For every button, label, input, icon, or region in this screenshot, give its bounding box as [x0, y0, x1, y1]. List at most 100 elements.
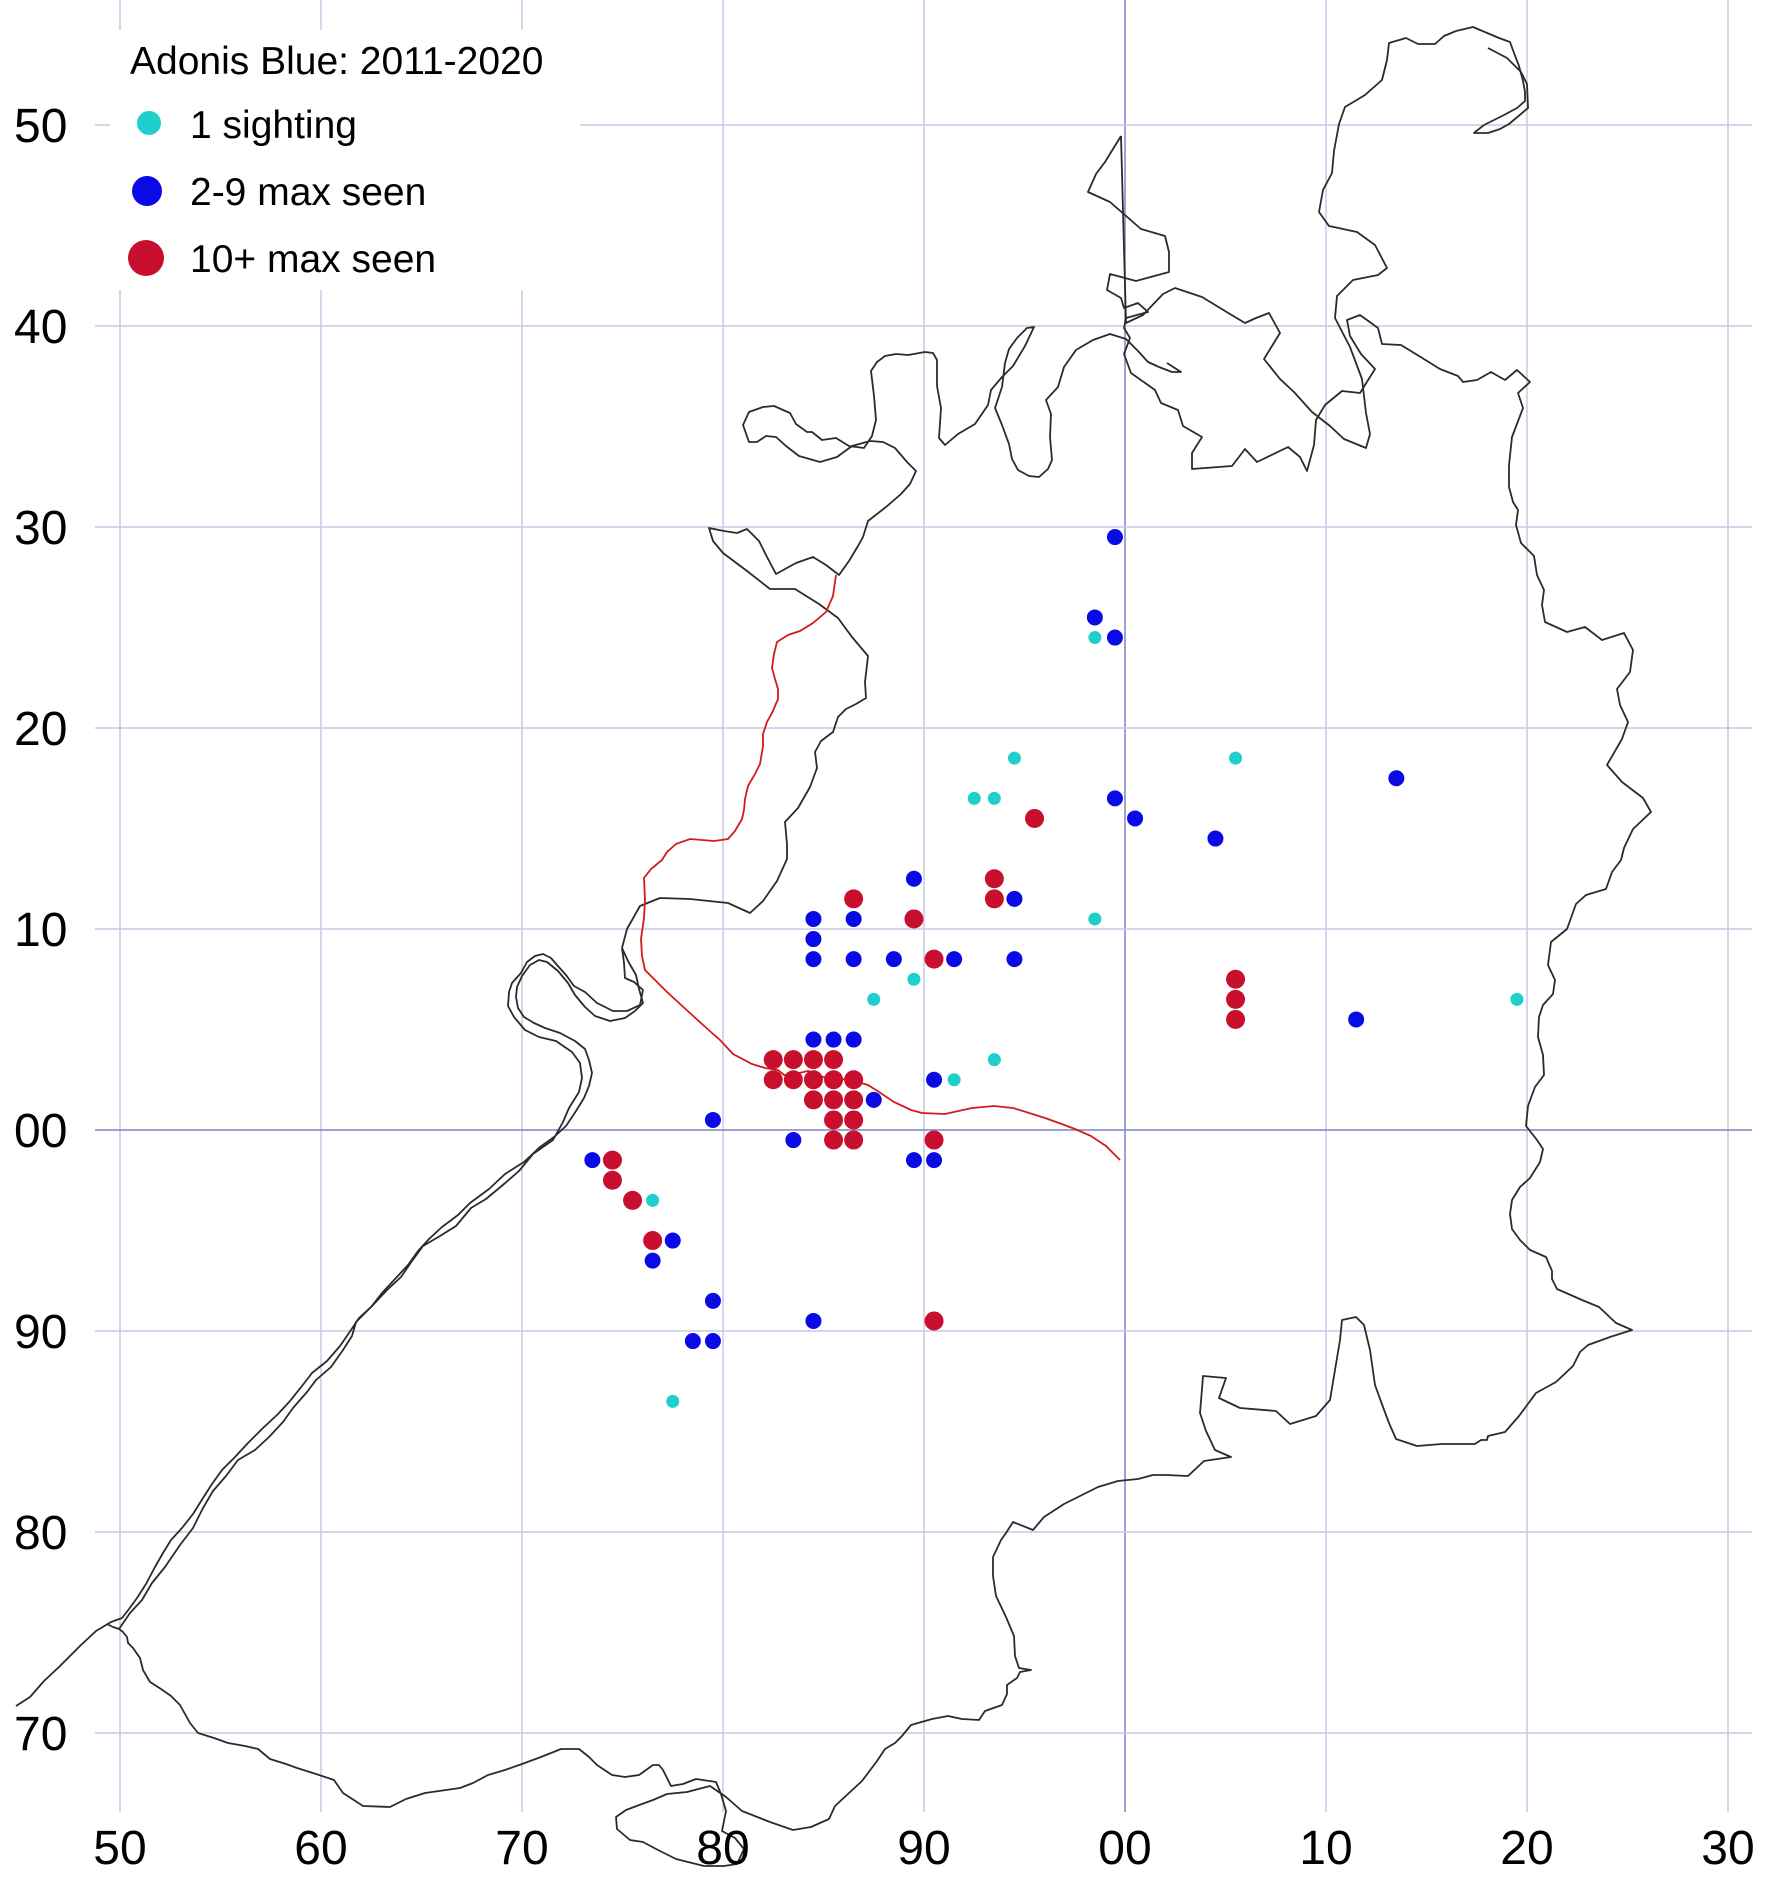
sighting-point-10-max-seen: [824, 1110, 844, 1130]
sighting-point-2-9-max-seen: [885, 951, 902, 968]
grid-lines: [95, 0, 1752, 1812]
sighting-point-1-sighting: [1007, 751, 1021, 765]
sighting-points: [584, 529, 1524, 1408]
sighting-point-2-9-max-seen: [805, 951, 822, 968]
sighting-point-10-max-seen: [824, 1090, 844, 1110]
x-tick-label: 70: [495, 1822, 548, 1875]
sighting-point-2-9-max-seen: [644, 1252, 661, 1269]
sighting-point-2-9-max-seen: [845, 1031, 862, 1048]
sighting-point-2-9-max-seen: [805, 931, 822, 948]
legend-title: Adonis Blue: 2011-2020: [130, 40, 543, 83]
sighting-point-1-sighting: [646, 1193, 660, 1207]
legend-label-1-sighting: 1 sighting: [190, 104, 357, 147]
outline-east-coast: [1455, 26, 1529, 134]
sighting-point-10-max-seen: [844, 1070, 864, 1090]
sighting-point-2-9-max-seen: [704, 1292, 721, 1309]
sighting-point-2-9-max-seen: [805, 1031, 822, 1048]
sighting-point-2-9-max-seen: [1106, 629, 1123, 646]
sighting-point-10-max-seen: [803, 1070, 823, 1090]
sighting-point-2-9-max-seen: [926, 1152, 943, 1169]
sighting-point-1-sighting: [987, 791, 1001, 805]
sighting-point-1-sighting: [1088, 912, 1102, 926]
y-tick-label: 00: [14, 1105, 67, 1158]
sighting-point-10-max-seen: [803, 1090, 823, 1110]
y-tick-label: 10: [14, 904, 67, 957]
y-axis-labels: 50 40 30 20 10 00 90 80 70: [14, 100, 67, 1761]
outline-north-west: [621, 326, 1182, 949]
sighting-point-2-9-max-seen: [905, 870, 922, 887]
sighting-point-1-sighting: [1088, 631, 1102, 645]
legend-marker-10-plus-max-seen: [128, 240, 164, 276]
x-tick-label: 90: [897, 1822, 950, 1875]
legend-label-2-9-max-seen: 2-9 max seen: [190, 171, 426, 214]
sighting-point-10-max-seen: [924, 949, 944, 969]
sighting-point-10-max-seen: [643, 1231, 663, 1251]
x-tick-label: 50: [93, 1822, 146, 1875]
sighting-point-2-9-max-seen: [805, 1312, 822, 1329]
sighting-point-10-max-seen: [803, 1050, 823, 1070]
outline-north-east: [1120, 30, 1457, 449]
legend: Adonis Blue: 2011-2020 1 sighting 2-9 ma…: [110, 30, 580, 290]
sighting-point-10-max-seen: [924, 1311, 944, 1331]
sighting-point-1-sighting: [947, 1073, 961, 1087]
x-tick-label: 30: [1701, 1822, 1754, 1875]
sighting-point-10-max-seen: [783, 1070, 803, 1090]
sighting-point-2-9-max-seen: [1348, 1011, 1365, 1028]
sighting-point-10-max-seen: [824, 1130, 844, 1150]
sighting-point-2-9-max-seen: [664, 1232, 681, 1249]
x-axis-labels: 50 60 70 80 90 00 10 20 30: [93, 1822, 1754, 1875]
sighting-point-2-9-max-seen: [785, 1132, 802, 1149]
y-tick-label: 80: [14, 1507, 67, 1560]
sighting-point-2-9-max-seen: [1106, 790, 1123, 807]
sighting-point-2-9-max-seen: [845, 951, 862, 968]
sighting-point-2-9-max-seen: [1086, 609, 1103, 626]
sighting-point-2-9-max-seen: [1006, 951, 1023, 968]
sighting-point-2-9-max-seen: [865, 1091, 882, 1108]
sighting-point-1-sighting: [907, 972, 921, 986]
legend-marker-2-9-max-seen: [132, 176, 162, 206]
sighting-point-2-9-max-seen: [946, 951, 963, 968]
sighting-point-1-sighting: [987, 1053, 1001, 1067]
sighting-point-2-9-max-seen: [1388, 770, 1405, 787]
sighting-point-10-max-seen: [984, 869, 1004, 889]
sighting-point-2-9-max-seen: [1207, 830, 1224, 847]
legend-background: [110, 30, 580, 290]
sighting-point-1-sighting: [1229, 751, 1243, 765]
sighting-point-10-max-seen: [783, 1050, 803, 1070]
x-tick-label: 00: [1098, 1822, 1151, 1875]
sighting-point-10-max-seen: [824, 1070, 844, 1090]
sighting-point-2-9-max-seen: [926, 1071, 943, 1088]
sighting-point-10-max-seen: [623, 1190, 643, 1210]
y-tick-label: 90: [14, 1306, 67, 1359]
sighting-point-2-9-max-seen: [584, 1152, 601, 1169]
sighting-point-10-max-seen: [1226, 989, 1246, 1009]
sighting-point-2-9-max-seen: [905, 1152, 922, 1169]
sighting-point-1-sighting: [967, 791, 981, 805]
sighting-point-2-9-max-seen: [704, 1111, 721, 1128]
sighting-point-10-max-seen: [1226, 1009, 1246, 1029]
sighting-point-10-max-seen: [1025, 808, 1045, 828]
y-tick-label: 40: [14, 301, 67, 354]
county-boundary: [106, 135, 1652, 1867]
sighting-point-10-max-seen: [844, 1130, 864, 1150]
sighting-point-1-sighting: [867, 992, 881, 1006]
sighting-point-10-max-seen: [1226, 969, 1246, 989]
sighting-point-2-9-max-seen: [704, 1333, 721, 1350]
sighting-point-10-max-seen: [844, 889, 864, 909]
y-tick-label: 70: [14, 1708, 67, 1761]
x-tick-label: 20: [1500, 1822, 1553, 1875]
legend-marker-1-sighting: [137, 111, 161, 135]
sighting-point-10-max-seen: [844, 1090, 864, 1110]
y-tick-label: 30: [14, 502, 67, 555]
sighting-point-2-9-max-seen: [805, 910, 822, 927]
x-tick-label: 80: [696, 1822, 749, 1875]
county-outline: [15, 26, 1652, 1867]
sighting-point-2-9-max-seen: [825, 1031, 842, 1048]
sighting-point-10-max-seen: [924, 1130, 944, 1150]
sighting-point-10-max-seen: [844, 1110, 864, 1130]
sighting-point-2-9-max-seen: [1127, 810, 1144, 827]
sighting-point-10-max-seen: [602, 1150, 622, 1170]
route-line: [640, 574, 1121, 1161]
